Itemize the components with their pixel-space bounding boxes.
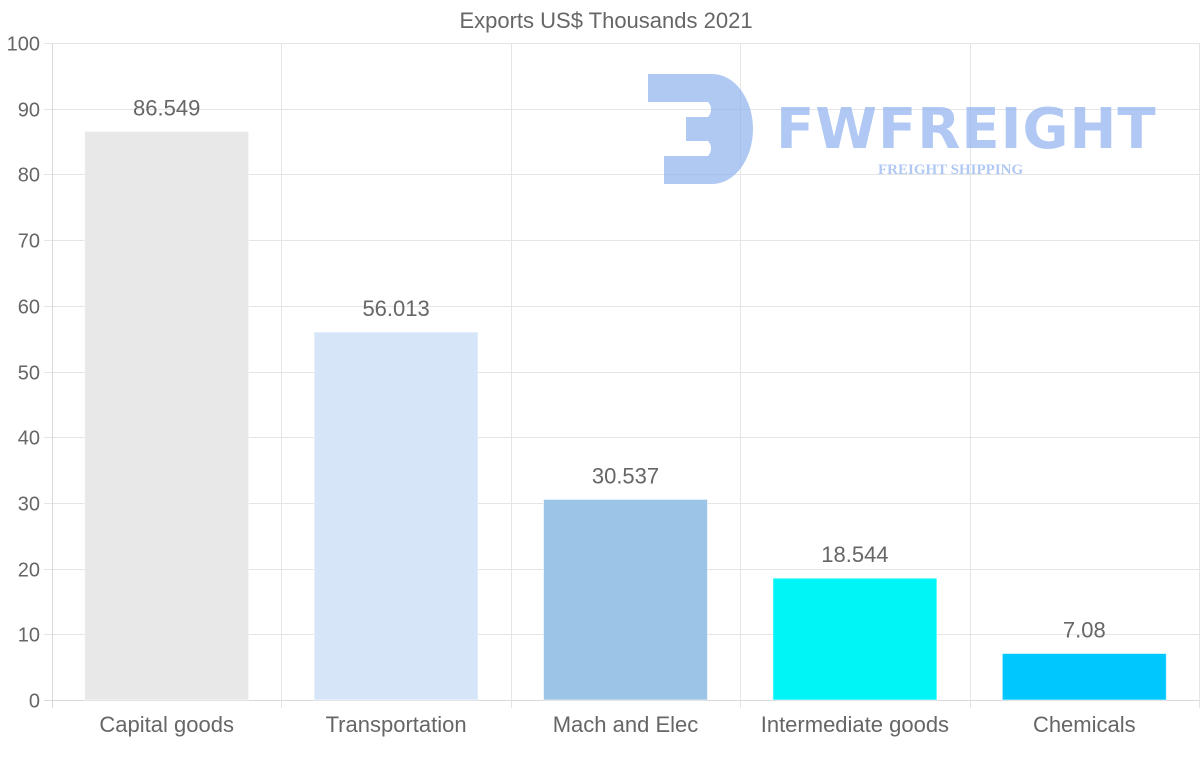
y-tick-label: 10 bbox=[18, 625, 40, 647]
data-label: 30.537 bbox=[592, 463, 659, 488]
data-label: 86.549 bbox=[133, 95, 200, 120]
y-tick-label: 90 bbox=[18, 100, 40, 122]
watermark-logo: FWFREIGHT FREIGHT SHIPPING bbox=[648, 74, 1157, 184]
x-tick-label: Mach and Elec bbox=[553, 712, 699, 737]
watermark-brand: FWFREIGHT bbox=[776, 97, 1157, 162]
y-tick-label: 100 bbox=[7, 34, 40, 56]
x-tick-label: Intermediate goods bbox=[761, 712, 949, 737]
y-tick-label: 0 bbox=[29, 691, 40, 713]
y-tick-label: 80 bbox=[18, 165, 40, 187]
bar-transportation[interactable] bbox=[313, 331, 479, 701]
bar-chemicals[interactable] bbox=[1001, 652, 1167, 701]
brand-logo-icon bbox=[648, 74, 753, 184]
data-label: 7.08 bbox=[1063, 617, 1106, 642]
bar-mach-and-elec[interactable] bbox=[542, 498, 709, 701]
bar-capital-goods[interactable] bbox=[84, 130, 250, 701]
y-tick-label: 50 bbox=[18, 363, 40, 385]
y-tick-label: 60 bbox=[18, 297, 40, 319]
y-tick-label: 40 bbox=[18, 428, 40, 450]
y-tick-label: 20 bbox=[18, 560, 40, 582]
x-tick-label: Chemicals bbox=[1033, 712, 1136, 737]
watermark-tagline: FREIGHT SHIPPING bbox=[878, 162, 1023, 178]
data-label: 56.013 bbox=[362, 296, 429, 321]
bars-layer bbox=[84, 130, 1167, 701]
chart-title: Exports US$ Thousands 2021 bbox=[459, 8, 752, 33]
data-label: 18.544 bbox=[821, 542, 888, 567]
y-tick-label: 30 bbox=[18, 494, 40, 516]
labels-layer: 0 10 20 30 40 50 60 70 80 90 100 86.549 Capital good… bbox=[7, 34, 1136, 738]
x-tick-label: Transportation bbox=[326, 712, 467, 737]
x-tick-label: Capital goods bbox=[99, 712, 234, 737]
y-tick-label: 70 bbox=[18, 231, 40, 253]
bar-intermediate-goods[interactable] bbox=[772, 577, 938, 701]
brand-logo-mark bbox=[648, 74, 753, 184]
